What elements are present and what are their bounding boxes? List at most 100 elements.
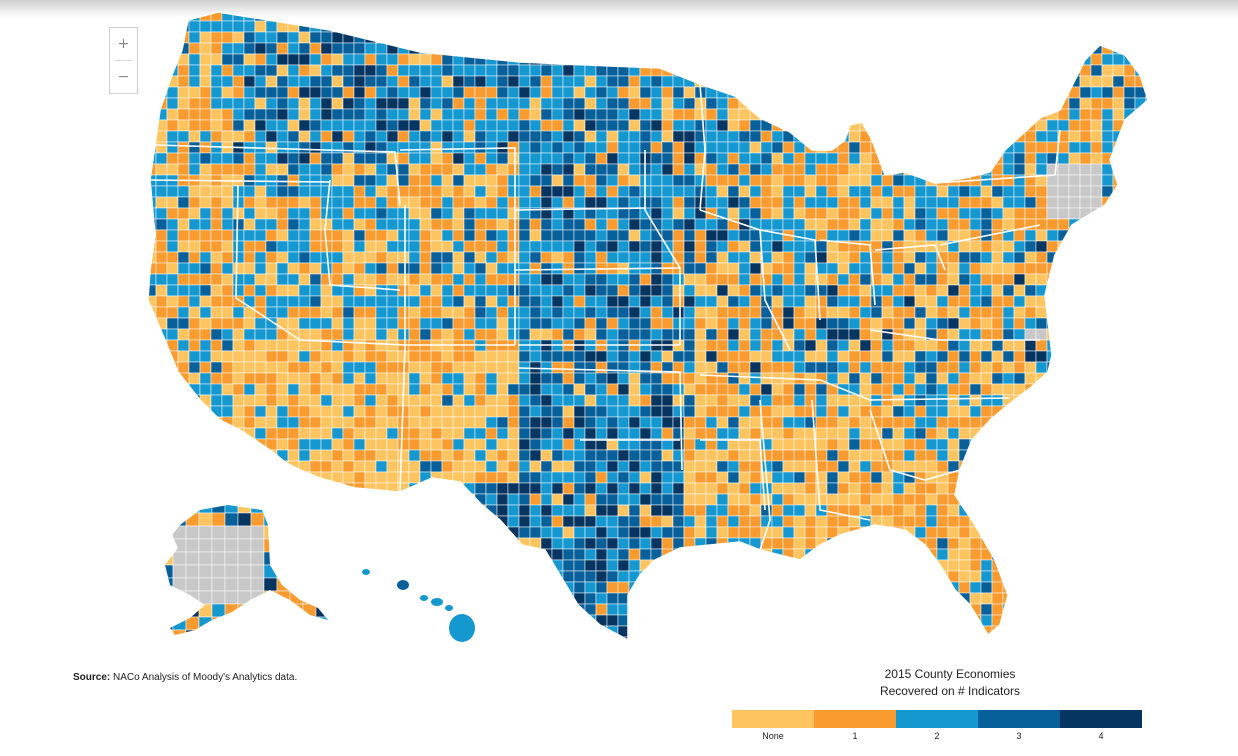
county[interactable] bbox=[485, 493, 498, 506]
county[interactable] bbox=[320, 350, 333, 363]
county[interactable] bbox=[672, 240, 685, 253]
county[interactable] bbox=[441, 207, 454, 220]
county[interactable] bbox=[914, 361, 927, 374]
county[interactable] bbox=[1101, 416, 1114, 429]
county[interactable] bbox=[1123, 75, 1136, 88]
county[interactable] bbox=[1035, 416, 1048, 429]
county[interactable] bbox=[474, 174, 487, 187]
county[interactable] bbox=[1013, 141, 1026, 154]
county[interactable] bbox=[804, 163, 817, 176]
county[interactable] bbox=[661, 229, 674, 242]
county[interactable] bbox=[551, 548, 564, 561]
county[interactable] bbox=[628, 471, 641, 484]
county[interactable] bbox=[496, 482, 509, 495]
county[interactable] bbox=[562, 306, 575, 319]
county[interactable] bbox=[298, 163, 311, 176]
county[interactable] bbox=[738, 449, 751, 462]
county[interactable] bbox=[452, 427, 465, 440]
county[interactable] bbox=[573, 515, 586, 528]
county[interactable] bbox=[287, 416, 300, 429]
county[interactable] bbox=[716, 559, 729, 572]
county[interactable] bbox=[672, 130, 685, 143]
county[interactable] bbox=[276, 394, 289, 407]
county[interactable] bbox=[1112, 31, 1125, 44]
county[interactable] bbox=[1101, 251, 1114, 264]
county[interactable] bbox=[738, 130, 751, 143]
county[interactable] bbox=[276, 229, 289, 242]
county[interactable] bbox=[606, 317, 619, 330]
county[interactable] bbox=[243, 42, 256, 55]
county[interactable] bbox=[903, 31, 916, 44]
county[interactable] bbox=[1035, 152, 1048, 165]
county[interactable] bbox=[331, 119, 344, 132]
county[interactable] bbox=[1079, 97, 1092, 110]
county[interactable] bbox=[419, 427, 432, 440]
county[interactable] bbox=[265, 394, 278, 407]
county[interactable] bbox=[1035, 185, 1048, 198]
county[interactable] bbox=[694, 537, 707, 550]
county[interactable] bbox=[837, 592, 850, 605]
county[interactable] bbox=[474, 394, 487, 407]
county[interactable] bbox=[441, 526, 454, 539]
county[interactable] bbox=[364, 504, 377, 517]
county[interactable] bbox=[947, 284, 960, 297]
county[interactable] bbox=[507, 97, 520, 110]
county[interactable] bbox=[441, 42, 454, 55]
county[interactable] bbox=[859, 108, 872, 121]
county[interactable] bbox=[364, 405, 377, 418]
county[interactable] bbox=[287, 361, 300, 374]
county[interactable] bbox=[815, 218, 828, 231]
county[interactable] bbox=[1035, 108, 1048, 121]
county[interactable] bbox=[1013, 548, 1026, 561]
county[interactable] bbox=[397, 119, 410, 132]
county[interactable] bbox=[617, 449, 630, 462]
county[interactable] bbox=[551, 537, 564, 550]
county[interactable] bbox=[210, 438, 223, 451]
county[interactable] bbox=[1046, 471, 1059, 484]
county[interactable] bbox=[903, 317, 916, 330]
county[interactable] bbox=[254, 207, 267, 220]
county[interactable] bbox=[276, 603, 289, 616]
county[interactable] bbox=[1068, 306, 1081, 319]
county[interactable] bbox=[595, 207, 608, 220]
county[interactable] bbox=[837, 207, 850, 220]
county[interactable] bbox=[419, 515, 432, 528]
county[interactable] bbox=[892, 427, 905, 440]
county[interactable] bbox=[518, 31, 531, 44]
county[interactable] bbox=[584, 537, 597, 550]
county[interactable] bbox=[386, 75, 399, 88]
county[interactable] bbox=[408, 372, 421, 385]
county[interactable] bbox=[1046, 141, 1059, 154]
county[interactable] bbox=[353, 372, 366, 385]
county[interactable] bbox=[870, 449, 883, 462]
county[interactable] bbox=[1024, 559, 1037, 572]
county[interactable] bbox=[199, 251, 212, 264]
county[interactable] bbox=[1013, 405, 1026, 418]
county[interactable] bbox=[452, 20, 465, 33]
county[interactable] bbox=[408, 262, 421, 275]
county[interactable] bbox=[859, 471, 872, 484]
county[interactable] bbox=[738, 493, 751, 506]
county[interactable] bbox=[804, 196, 817, 209]
county[interactable] bbox=[661, 394, 674, 407]
county[interactable] bbox=[210, 229, 223, 242]
county[interactable] bbox=[287, 174, 300, 187]
county[interactable] bbox=[639, 20, 652, 33]
county[interactable] bbox=[1024, 438, 1037, 451]
county[interactable] bbox=[969, 592, 982, 605]
county[interactable] bbox=[958, 207, 971, 220]
county[interactable] bbox=[1090, 460, 1103, 473]
county[interactable] bbox=[276, 526, 289, 539]
county[interactable] bbox=[562, 416, 575, 429]
county[interactable] bbox=[145, 42, 157, 55]
county[interactable] bbox=[496, 273, 509, 286]
county[interactable] bbox=[342, 75, 355, 88]
county[interactable] bbox=[298, 559, 311, 572]
county[interactable] bbox=[540, 229, 553, 242]
county[interactable] bbox=[177, 394, 190, 407]
county[interactable] bbox=[848, 581, 861, 594]
county[interactable] bbox=[848, 449, 861, 462]
county[interactable] bbox=[342, 438, 355, 451]
county[interactable] bbox=[518, 592, 531, 605]
county[interactable] bbox=[243, 493, 256, 506]
